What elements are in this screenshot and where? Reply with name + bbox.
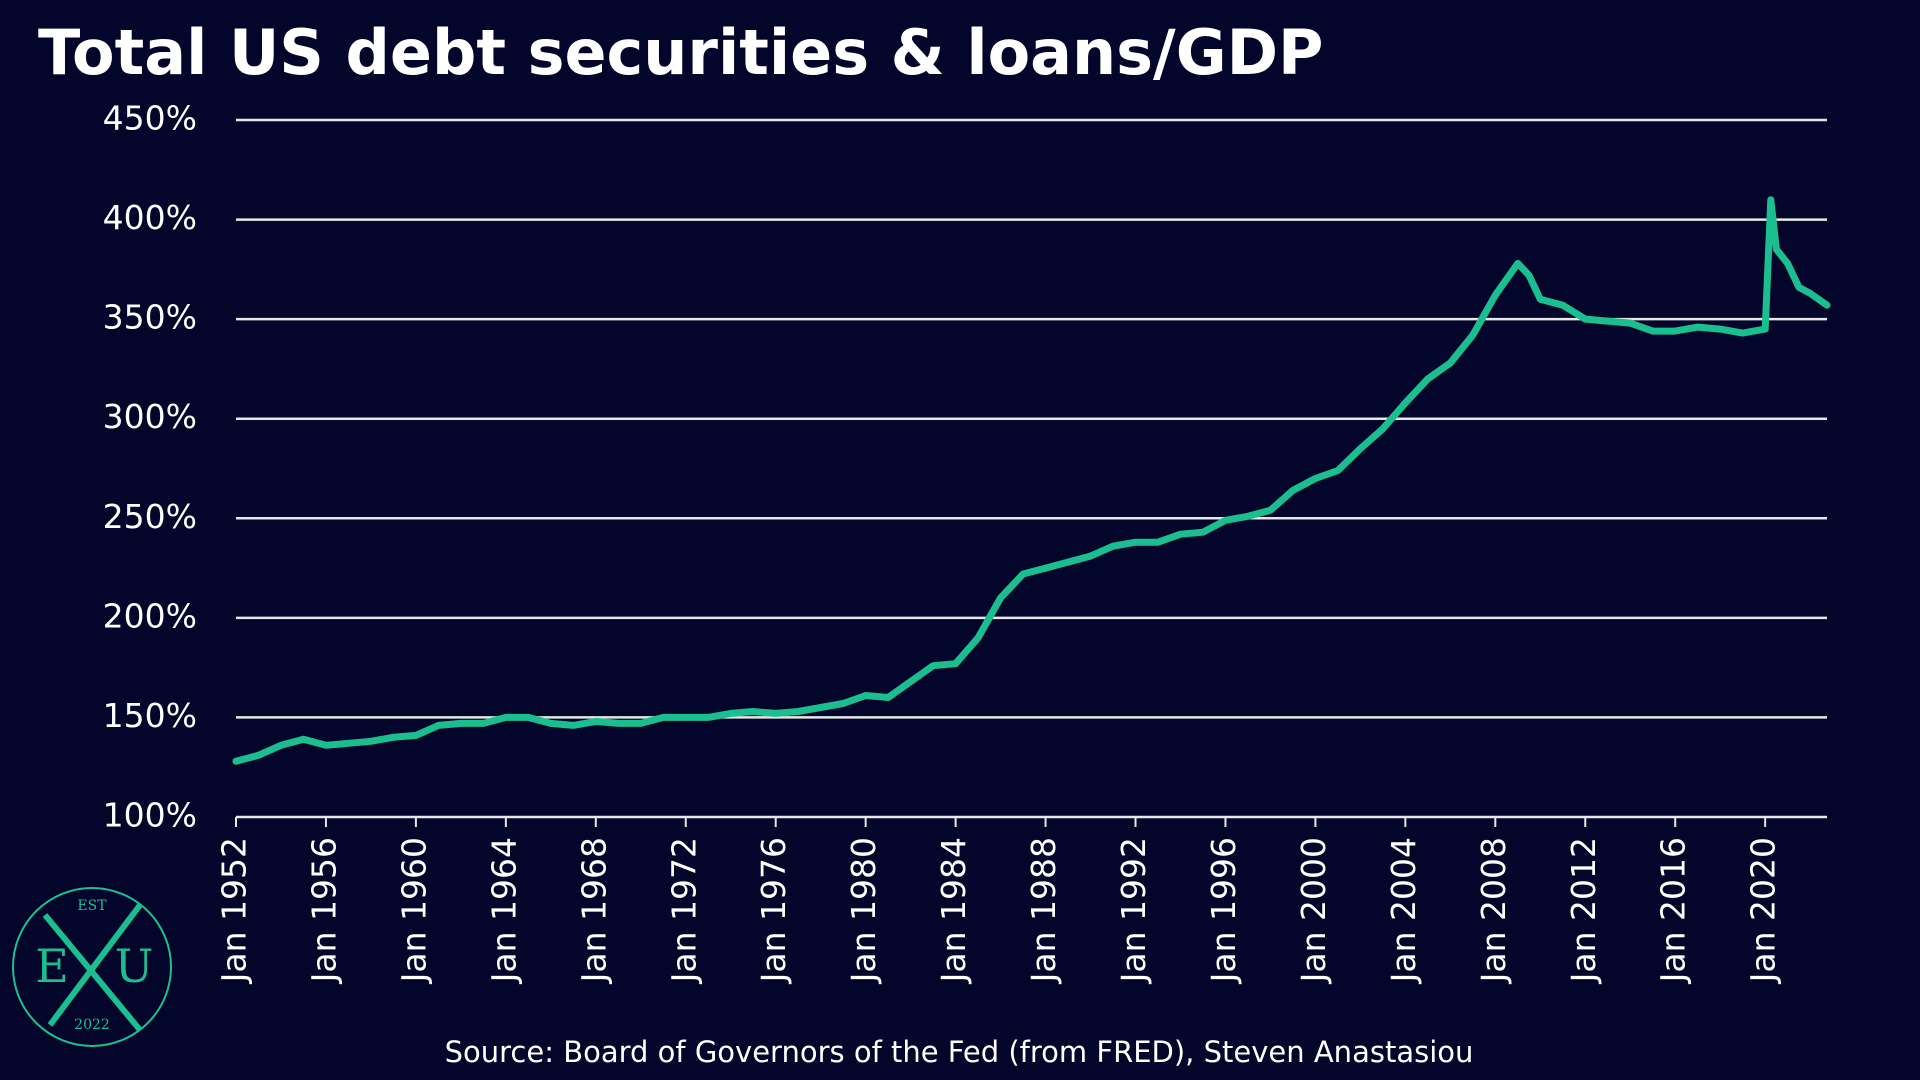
x-tick-label: Jan 2000 xyxy=(1294,837,1333,984)
x-tick-label: Jan 1956 xyxy=(304,837,343,984)
x-tick-label: Jan 2016 xyxy=(1654,837,1693,984)
logo-text: EST xyxy=(77,898,107,914)
source: Source: Board of Governors of the Fed (f… xyxy=(445,1035,1474,1069)
x-tick-label: Jan 1960 xyxy=(394,837,433,984)
y-tick-label: 250% xyxy=(103,497,197,536)
x-tick-label: Jan 1984 xyxy=(934,837,973,984)
x-tick-label: Jan 1996 xyxy=(1204,837,1243,984)
chart-title: Total US debt securities & loans/GDP xyxy=(38,16,1324,89)
x-tick-label: Jan 1972 xyxy=(664,837,703,984)
y-tick-label: 150% xyxy=(103,696,197,735)
data-line xyxy=(232,196,1831,765)
y-tick-label: 450% xyxy=(103,99,197,138)
x-tick-label: Jan 1952 xyxy=(215,837,254,984)
x-tick-label: Jan 1980 xyxy=(844,837,883,984)
x-tick-label: Jan 1976 xyxy=(754,837,793,984)
x-tick-label: Jan 2008 xyxy=(1474,837,1513,984)
y-tick-label: 400% xyxy=(103,198,197,237)
y-tick-label: 200% xyxy=(103,596,197,635)
x-tick-label: Jan 1964 xyxy=(484,837,523,984)
x-tick-label: Jan 1988 xyxy=(1024,837,1063,984)
logo-text: 2022 xyxy=(74,1017,110,1033)
x-tick-label: Jan 2020 xyxy=(1744,837,1783,984)
logo-text: E xyxy=(35,939,69,993)
x-tick-label: Jan 2012 xyxy=(1564,837,1603,984)
x-tick-label: Jan 1992 xyxy=(1114,837,1153,984)
logo-ring xyxy=(12,887,172,1047)
x-tick-label: Jan 1968 xyxy=(574,837,613,984)
x-tick-label: Jan 2004 xyxy=(1384,837,1423,984)
logo: EST E U 2022 xyxy=(12,887,172,1047)
logo-stroke xyxy=(47,903,143,1027)
logo-text: U xyxy=(115,939,154,993)
y-tick-label: 300% xyxy=(103,397,197,436)
y-tick-label: 100% xyxy=(103,796,197,835)
y-tick-label: 350% xyxy=(103,298,197,337)
